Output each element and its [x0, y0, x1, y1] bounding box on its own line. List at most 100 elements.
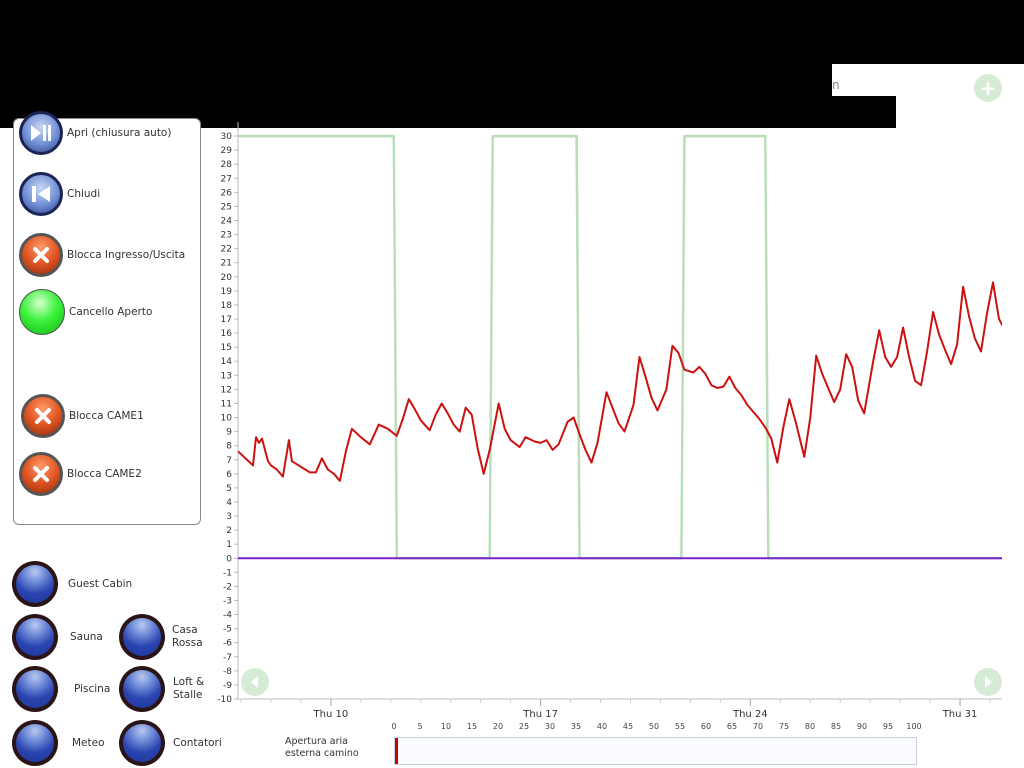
timeline-tick-label: 85 [830, 722, 842, 731]
y-tick-label: -5 [223, 625, 232, 635]
timeline-tick-label: 75 [778, 722, 790, 731]
block-came2-label: Blocca CAME2 [67, 468, 142, 480]
header-partial-text: n [832, 78, 840, 92]
y-tick-label: -9 [223, 681, 232, 691]
x-tick-label: Thu 10 [313, 709, 349, 720]
room-label: Casa Rossa [172, 624, 203, 649]
x-icon [19, 233, 63, 277]
timeline-tick-label: 90 [856, 722, 868, 731]
y-tick-label: -10 [217, 695, 232, 705]
y-tick-label: 28 [221, 160, 233, 170]
plus-icon: + [979, 76, 997, 100]
room-casa-rossa[interactable]: Casa Rossa [119, 614, 203, 660]
chart-next-button[interactable] [974, 668, 1002, 696]
y-tick-label: 7 [226, 456, 232, 466]
block-io-label: Blocca Ingresso/Uscita [67, 249, 186, 261]
y-tick-label: 18 [221, 301, 233, 311]
y-tick-label: 3 [226, 512, 232, 522]
y-tick-label: -3 [223, 596, 232, 606]
timeline-tick-label: 0 [391, 722, 397, 731]
y-tick-label: 22 [221, 245, 232, 255]
y-tick-label: 6 [226, 470, 232, 480]
gate-state-series-line [238, 134, 1002, 560]
timeline-bar[interactable] [394, 737, 917, 765]
header-black-bar-tab [832, 96, 896, 128]
y-tick-label: 11 [221, 399, 232, 409]
x-tick-label: Thu 24 [732, 709, 768, 720]
room-label: Contatori [173, 736, 222, 749]
y-tick-label: 13 [221, 371, 232, 381]
left-arrow-icon [251, 676, 258, 688]
room-meteo[interactable]: Meteo [12, 720, 105, 766]
gate-open-label: Cancello Aperto [69, 306, 153, 318]
block-io-button[interactable]: Blocca Ingresso/Uscita [19, 233, 185, 277]
y-tick-label: 23 [221, 231, 232, 241]
y-tick-label: 21 [221, 259, 232, 269]
gate-open-indicator: Cancello Aperto [19, 289, 152, 335]
header-black-bar [0, 0, 1024, 64]
y-tick-label: -1 [223, 568, 232, 578]
temperature-chart: 30 29 28 27 26 25 24 23 22 21 20 19 18 17 16 15 14 13 12 11… [200, 118, 1024, 728]
y-tick-label: -8 [223, 667, 232, 677]
timeline-tick-label: 80 [804, 722, 816, 731]
room-label: Guest Cabin [68, 577, 133, 590]
block-came2-button[interactable]: Blocca CAME2 [19, 452, 142, 496]
room-label: Meteo [72, 736, 105, 749]
timeline-ticks: 0 5 10 15 20 25 30 35 40 45 50 55 60 65 70 75 80 85 90 95 10… [391, 722, 921, 734]
dial-icon [12, 561, 58, 607]
y-tick-label: 5 [226, 484, 232, 494]
add-button[interactable]: + [974, 74, 1002, 102]
timeline-tick-label: 30 [544, 722, 556, 731]
x-tick-label: Thu 31 [942, 709, 978, 720]
chart-svg: 3029282726252423222120191817161514131211… [217, 122, 1002, 720]
timeline-marker[interactable] [395, 738, 398, 764]
timeline-tick-label: 25 [518, 722, 530, 731]
timeline-tick-label: 20 [492, 722, 504, 731]
skip-back-icon [19, 172, 63, 216]
dial-icon [119, 614, 165, 660]
y-tick-label: 14 [221, 357, 233, 367]
chart-prev-button[interactable] [241, 668, 269, 696]
y-tick-label: 29 [221, 146, 233, 156]
block-came1-button[interactable]: Blocca CAME1 [21, 394, 144, 438]
timeline-tick-label: 95 [882, 722, 894, 731]
room-piscina[interactable]: Piscina [12, 666, 110, 712]
room-contatori[interactable]: Contatori [119, 720, 222, 766]
timeline-tick-label: 5 [417, 722, 423, 731]
dial-icon [119, 666, 165, 712]
play-pause-icon [19, 111, 63, 155]
y-tick-label: 30 [221, 132, 233, 142]
y-tick-label: -6 [223, 639, 232, 649]
open-auto-button[interactable]: Apri (chiusura auto) [19, 111, 171, 155]
timeline-label: Apertura aria esterna camino [285, 736, 359, 759]
block-came1-label: Blocca CAME1 [69, 410, 144, 422]
timeline-tick-label: 15 [466, 722, 478, 731]
timeline-tick-label: 10 [440, 722, 452, 731]
header-black-bar-lower [0, 64, 832, 128]
y-tick-label: 16 [221, 329, 233, 339]
x-icon [19, 452, 63, 496]
dial-icon [12, 666, 58, 712]
y-tick-label: -7 [223, 653, 232, 663]
timeline-tick-label: 70 [752, 722, 764, 731]
y-tick-label: 27 [221, 174, 232, 184]
y-tick-label: 8 [226, 442, 232, 452]
y-tick-label: 4 [226, 498, 232, 508]
y-tick-label: 12 [221, 385, 232, 395]
room-sauna[interactable]: Sauna [12, 614, 103, 660]
x-icon [21, 394, 65, 438]
timeline-tick-label: 50 [648, 722, 660, 731]
close-button[interactable]: Chiudi [19, 172, 100, 216]
y-tick-label: 0 [226, 554, 232, 564]
timeline-tick-label: 60 [700, 722, 712, 731]
y-tick-label: 19 [221, 287, 233, 297]
y-tick-label: 20 [221, 273, 233, 283]
temperature-series-line [238, 281, 1002, 482]
room-guest-cabin[interactable]: Guest Cabin [12, 561, 132, 607]
y-tick-label: 26 [221, 188, 233, 198]
open-auto-label: Apri (chiusura auto) [67, 127, 172, 139]
room-loft-stalle[interactable]: Loft & Stalle [119, 666, 204, 712]
y-tick-label: 1 [226, 540, 232, 550]
room-label: Sauna [70, 630, 103, 643]
y-tick-label: 24 [221, 217, 233, 227]
